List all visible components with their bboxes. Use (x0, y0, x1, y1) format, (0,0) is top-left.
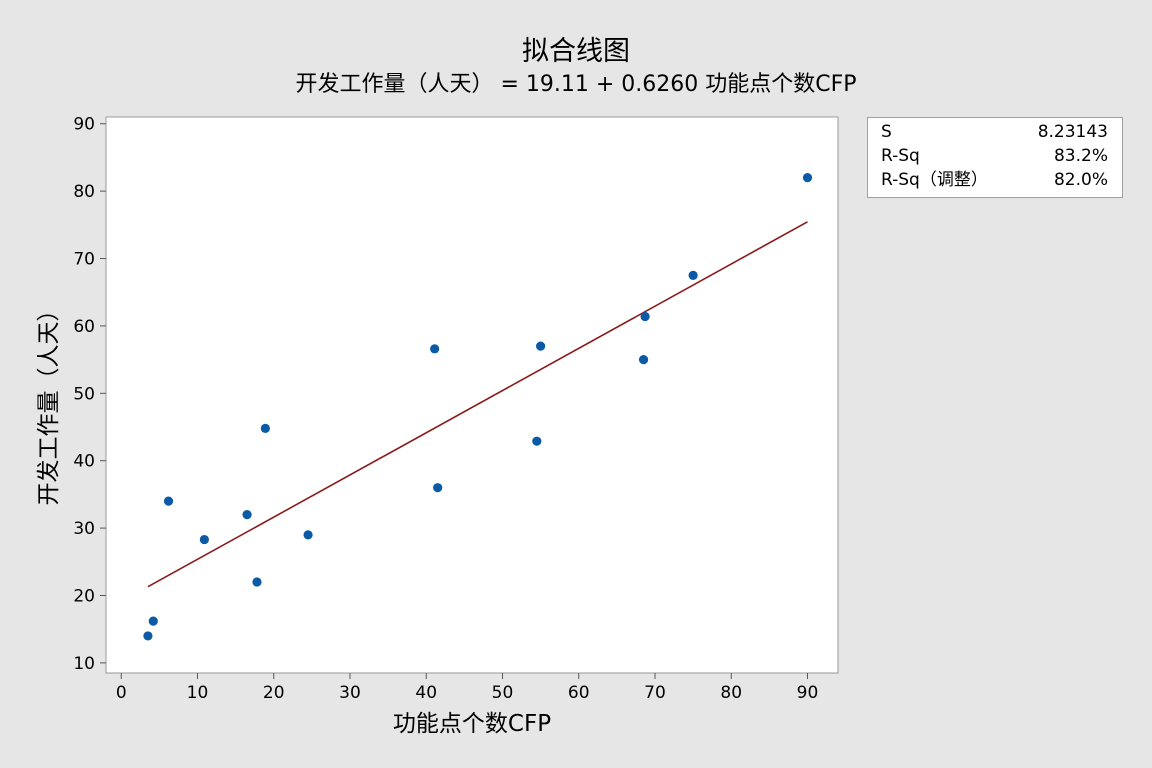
data-point (802, 173, 813, 183)
x-tick-label: 80 (720, 683, 742, 703)
data-point (640, 311, 650, 322)
plot-area (105, 116, 839, 674)
y-tick-label: 80 (73, 182, 95, 202)
stats-value: 8.23143 (1037, 122, 1108, 142)
x-tick-label: 50 (492, 683, 514, 703)
y-tick-label: 20 (73, 586, 95, 606)
stats-row-rsq-adj: R-Sq（调整） 82.0% (868, 168, 1122, 192)
y-tick-label: 40 (73, 452, 95, 472)
data-point (252, 577, 262, 587)
x-tick-label: 30 (339, 683, 361, 703)
x-tick-label: 40 (415, 683, 437, 703)
data-point (688, 270, 698, 280)
x-tick-label: 0 (116, 683, 127, 703)
stats-key: S (881, 122, 892, 142)
y-tick-label: 90 (73, 115, 95, 135)
y-tick-label: 50 (73, 384, 95, 404)
stats-row-s: S 8.23143 (868, 120, 1122, 144)
regression-stats-box: S 8.23143 R-Sq 83.2% R-Sq（调整） 82.0% (867, 117, 1123, 198)
data-point (199, 534, 209, 545)
y-tick-label: 70 (73, 250, 95, 270)
data-point (260, 423, 270, 433)
data-point (303, 530, 313, 540)
x-tick-label: 70 (644, 683, 666, 703)
x-tick-label: 90 (797, 683, 819, 703)
stats-key: R-Sq（调整） (881, 170, 988, 190)
data-point (532, 436, 542, 446)
x-tick-label: 20 (263, 683, 285, 703)
chart-title: 拟合线图 (522, 36, 630, 67)
data-point (163, 496, 174, 506)
y-axis: 10 20 30 40 50 60 70 80 90 (73, 115, 106, 674)
y-tick-label: 30 (73, 519, 95, 539)
fit-line (147, 221, 808, 588)
data-point (143, 631, 153, 641)
stats-value: 82.0% (1053, 170, 1108, 190)
x-tick-label: 60 (568, 683, 590, 703)
x-axis: 0 10 20 30 40 50 60 70 80 90 (116, 673, 818, 703)
data-point (148, 616, 158, 626)
data-point (430, 344, 440, 354)
data-point (433, 483, 443, 493)
chart-subtitle: 开发工作量（人天） = 19.11 + 0.6260 功能点个数CFP (295, 72, 856, 97)
y-axis-label: 开发工作量（人天） (36, 299, 62, 506)
x-axis-label: 功能点个数CFP (393, 711, 551, 737)
y-tick-label: 60 (73, 317, 95, 337)
x-tick-label: 10 (187, 683, 209, 703)
stats-row-rsq: R-Sq 83.2% (868, 144, 1122, 168)
data-points (143, 173, 813, 641)
data-point (536, 341, 546, 351)
y-tick-label: 10 (73, 654, 95, 674)
stats-key: R-Sq (881, 146, 920, 166)
data-point (242, 510, 252, 520)
stats-value: 83.2% (1053, 146, 1108, 166)
data-point (638, 355, 649, 365)
